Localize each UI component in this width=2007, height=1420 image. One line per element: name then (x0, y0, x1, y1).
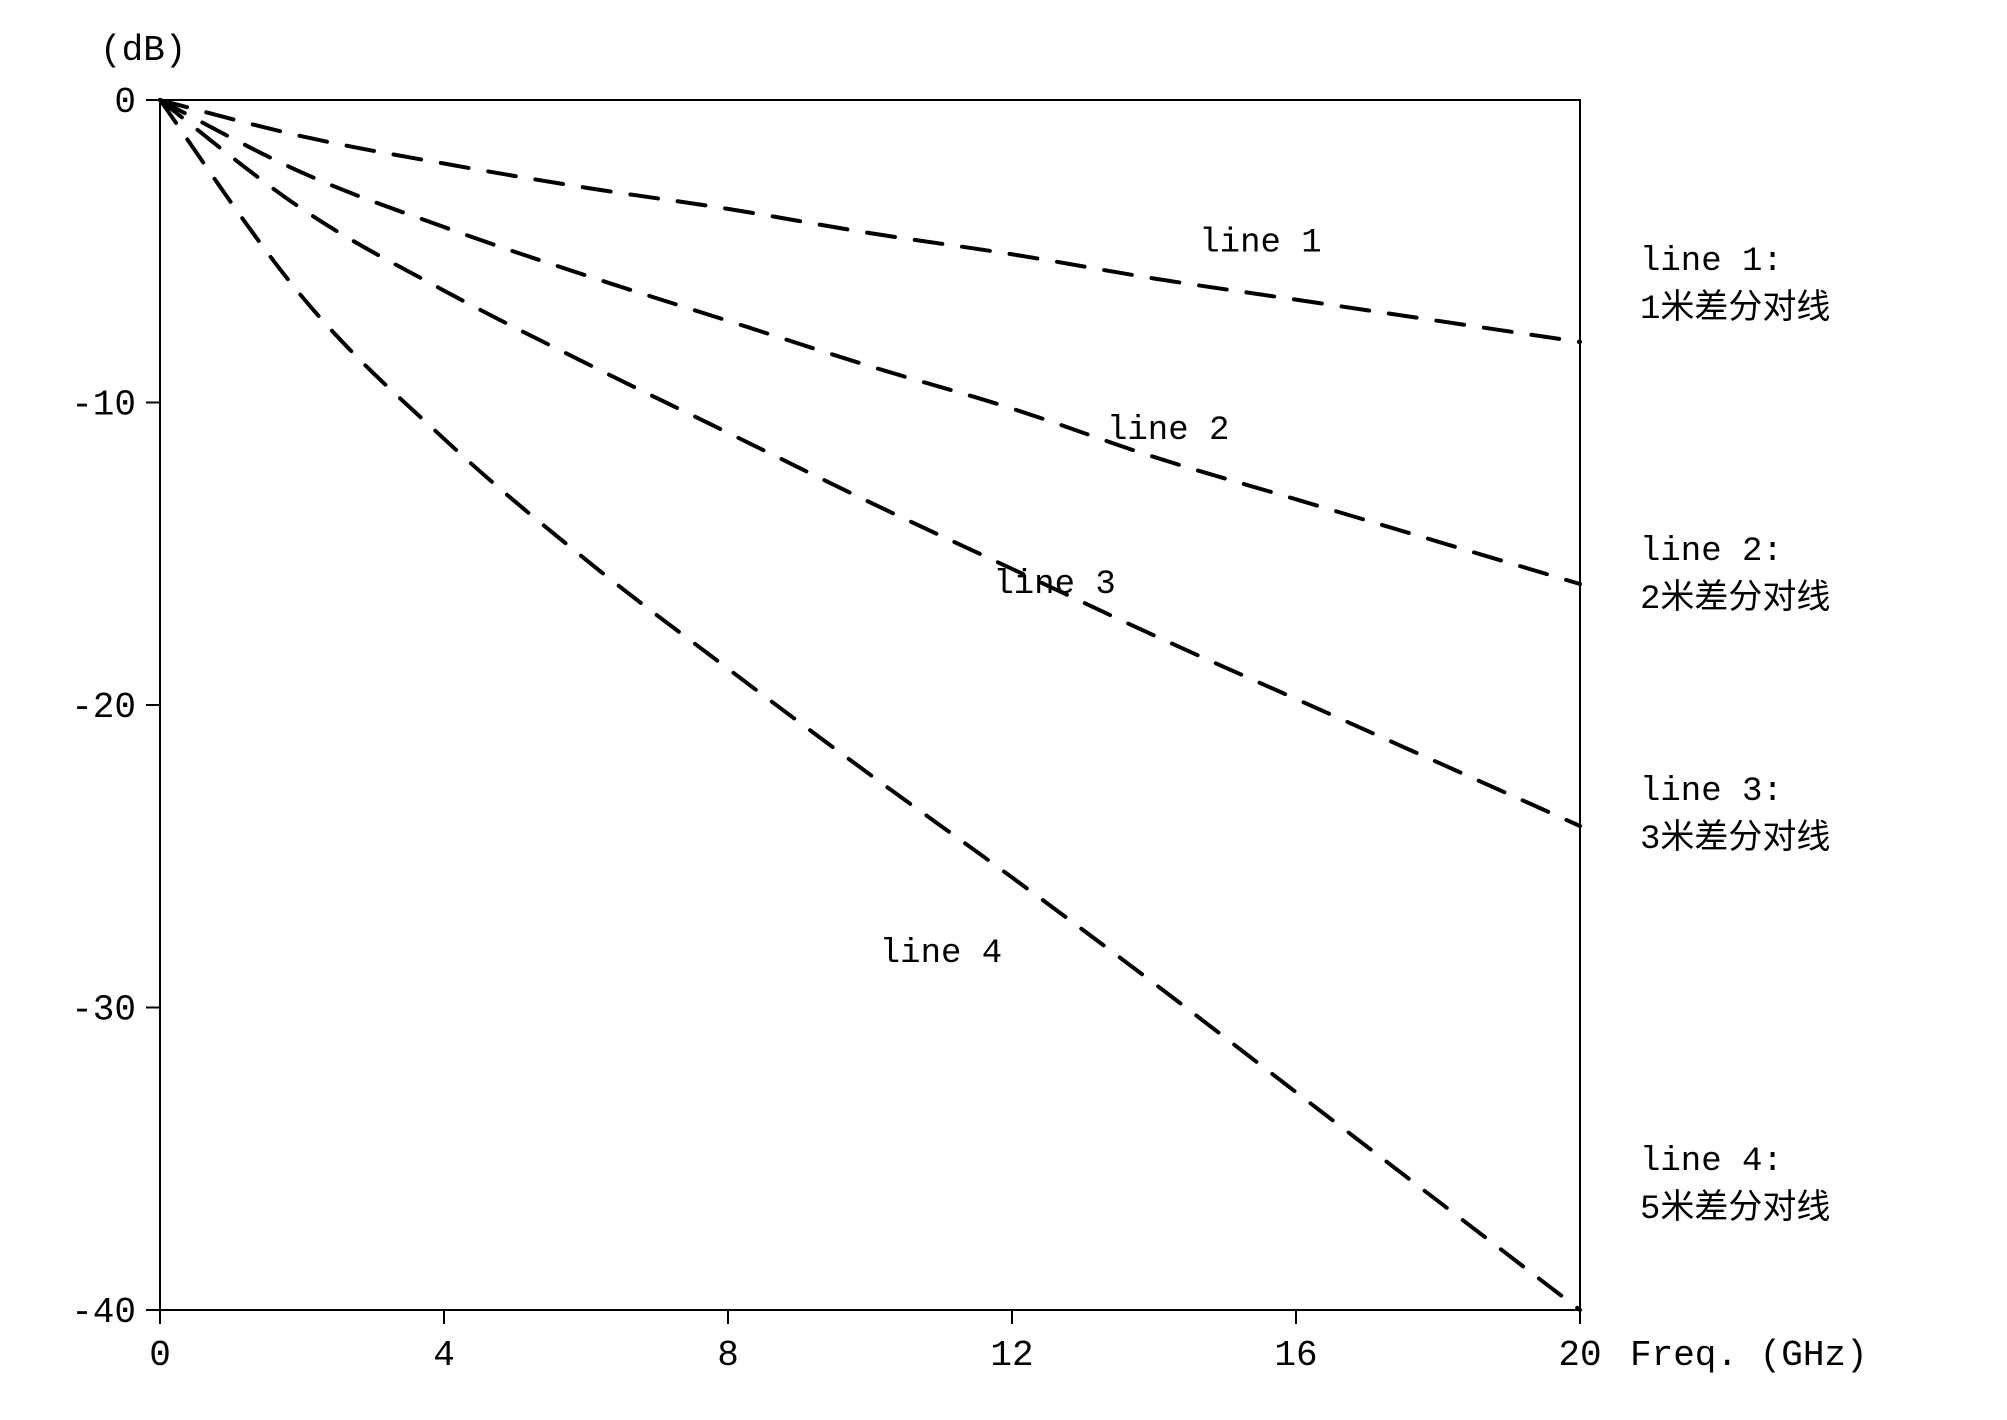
series-line3 (160, 100, 1580, 826)
series-line4 (160, 100, 1580, 1310)
legend-desc: 5米差分对线 (1640, 1188, 1830, 1229)
series-inline-label: line 1 (1199, 224, 1321, 262)
x-tick-label: 4 (433, 1335, 455, 1376)
series-line1 (160, 100, 1580, 342)
x-tick-label: 16 (1274, 1335, 1317, 1376)
plot-frame (160, 100, 1580, 1310)
x-tick-label: 20 (1558, 1335, 1601, 1376)
y-tick-label: 0 (114, 82, 136, 123)
chart-svg: 0 4 8 12 16 20 0 -10 -20 -30 -40 (dB) Freq. (GHz) lin… (0, 0, 2007, 1420)
legend-title: line 3: (1640, 773, 1783, 811)
legend-title: line 4: (1640, 1143, 1783, 1181)
attenuation-chart: 0 4 8 12 16 20 0 -10 -20 -30 -40 (dB) Freq. (GHz) lin… (0, 0, 2007, 1420)
x-tick-label: 8 (717, 1335, 739, 1376)
y-tick-label: -10 (71, 385, 136, 426)
y-tick-label: -30 (71, 990, 136, 1031)
x-tick-label: 12 (990, 1335, 1033, 1376)
series-inline-label: line 2 (1107, 412, 1229, 450)
x-tick-label: 0 (149, 1335, 171, 1376)
legend-desc: 1米差分对线 (1640, 288, 1830, 329)
x-axis-title: Freq. (GHz) (1630, 1335, 1868, 1376)
series-inline-label: line 3 (993, 566, 1115, 604)
legend-desc: 3米差分对线 (1640, 818, 1830, 859)
series-inline-label: line 4 (880, 935, 1002, 973)
legend-title: line 1: (1640, 243, 1783, 281)
legend-desc: 2米差分对线 (1640, 578, 1830, 619)
series-line2 (160, 100, 1580, 584)
y-tick-label: -40 (71, 1292, 136, 1333)
y-axis-title: (dB) (100, 30, 186, 71)
y-tick-label: -20 (71, 687, 136, 728)
legend-title: line 2: (1640, 533, 1783, 571)
